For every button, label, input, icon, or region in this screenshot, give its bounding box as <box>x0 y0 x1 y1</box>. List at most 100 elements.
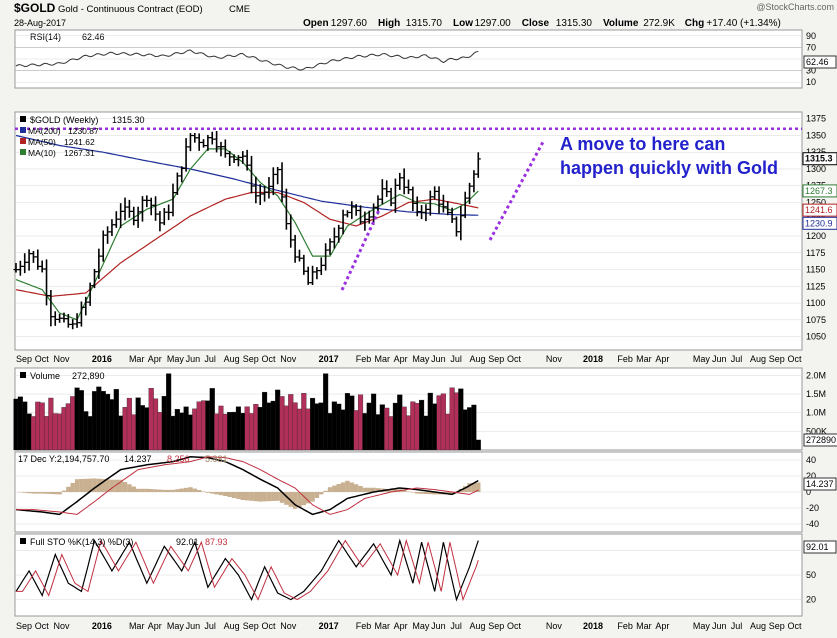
x-axis-label: Aug <box>224 621 240 631</box>
macd-tick-label: -20 <box>806 503 819 513</box>
price-tick-label: 1200 <box>806 231 826 241</box>
x-axis-label: Aug <box>224 354 240 364</box>
x-axis-bottom: Sep Oct Nov 2016 Mar Apr May Jun Jul Aug Sep Oct Nov… <box>16 621 802 631</box>
price-legend: $GOLD (Weekly) 1315.30 MA(200) 1230.87 M… <box>20 115 145 158</box>
volume-tick-label: 500K <box>806 426 827 436</box>
x-axis-label: Jun <box>186 354 201 364</box>
volume-bar <box>74 387 80 451</box>
x-axis-label: Mar <box>129 621 145 631</box>
volume-bar <box>209 388 215 451</box>
macd-hist-bar <box>223 492 228 496</box>
legend-price-label: $GOLD (Weekly) <box>30 115 98 125</box>
price-tick-label: 1050 <box>806 332 826 342</box>
macd-hist-bar <box>148 489 154 492</box>
chart-date: 28-Aug-2017 <box>14 18 66 28</box>
x-axis-label: Sep <box>16 354 32 364</box>
macd-hist-bar <box>362 487 368 492</box>
volume-bar <box>401 406 407 451</box>
x-axis-label: 2018 <box>583 621 603 631</box>
volume-bar <box>423 415 429 451</box>
macd-value-3: 5.981 <box>205 454 228 464</box>
volume-bar <box>57 413 63 451</box>
macd-value-2: 8.256 <box>167 454 190 464</box>
macd-hist-bar <box>227 492 232 497</box>
x-axis-label: Apr <box>655 354 669 364</box>
volume-bar <box>336 403 342 451</box>
x-axis-label: Mar <box>636 621 652 631</box>
volume-bar <box>475 439 481 451</box>
volume-tag-text: 272890 <box>806 435 836 445</box>
macd-hist-bar <box>462 486 468 492</box>
sto-tag-text: 92.01 <box>806 542 829 552</box>
x-axis-label: Oct <box>35 354 50 364</box>
price-tag <box>802 216 837 230</box>
volume-bar <box>13 398 19 451</box>
x-axis-label: Jun <box>712 621 727 631</box>
ohlc-summary: Open 1297.60 High 1315.70 Low 1297.00 Close 131… <box>303 18 781 29</box>
volume-bar <box>331 401 337 451</box>
ohlc-label-3: Close <box>522 18 550 29</box>
volume-bar <box>61 407 67 451</box>
macd-hist-bar <box>266 492 272 502</box>
trend-dotted-line-right <box>488 141 545 241</box>
volume-bar <box>453 392 460 451</box>
legend-ma50-label: MA(50) <box>28 137 56 147</box>
volume-bar <box>17 396 23 451</box>
macd-hist-bar <box>196 490 202 492</box>
volume-bar <box>414 403 420 451</box>
instrument-name: Gold - Continuous Contract (EOD) <box>58 4 203 15</box>
sto-value-d: 87.93 <box>205 537 228 547</box>
macd-tag <box>803 477 837 491</box>
macd-hist-bar <box>419 492 424 494</box>
legend-ma10-label: MA(10) <box>28 148 56 158</box>
volume-bar <box>122 407 128 451</box>
volume-value: 272,890 <box>72 371 105 381</box>
macd-hist-bar <box>57 492 62 495</box>
volume-panel: 2.0M 1.5M 1.0M 500K Volume 272,890 272890 <box>13 367 837 451</box>
volume-bar <box>296 408 303 451</box>
x-axis-label: Nov <box>280 354 297 364</box>
volume-bar <box>87 416 93 451</box>
volume-bar <box>432 403 438 451</box>
price-tag-text: 1267.3 <box>805 186 833 196</box>
volume-bar <box>323 373 329 451</box>
volume-bar <box>83 411 89 451</box>
rsi-label: RSI(14) <box>30 32 61 42</box>
macd-hist-bar <box>22 492 27 493</box>
x-axis-label: Jul <box>731 621 743 631</box>
price-bars <box>13 131 481 330</box>
volume-bar <box>427 392 433 451</box>
x-axis-label: Jul <box>731 354 743 364</box>
x-axis-label: Oct <box>35 621 50 631</box>
volume-tick-label: 1.5M <box>806 389 826 399</box>
x-axis-label: Apr <box>394 354 408 364</box>
volume-bar <box>131 414 137 451</box>
macd-hist-bar <box>26 492 32 494</box>
x-axis-label: Oct <box>507 354 522 364</box>
x-axis-label: Jun <box>431 621 446 631</box>
volume-bar <box>118 415 124 451</box>
rsi-value: 62.46 <box>82 32 105 42</box>
volume-bar <box>436 395 442 451</box>
macd-hist-bar <box>336 484 341 492</box>
sto-legend-swatch <box>20 538 26 544</box>
volume-bar <box>353 410 359 451</box>
x-axis-label: Nov <box>546 621 563 631</box>
macd-hist-bar <box>87 478 93 492</box>
price-tick-label: 1075 <box>806 315 826 325</box>
macd-hist-bar <box>323 490 328 492</box>
volume-bar <box>105 393 111 451</box>
volume-bar <box>113 389 119 451</box>
volume-bar <box>266 402 272 451</box>
volume-axis: 2.0M 1.5M 1.0M 500K <box>806 370 827 436</box>
volume-bar <box>318 402 324 451</box>
volume-bar <box>227 412 233 451</box>
macd-hist-bar <box>292 492 298 509</box>
x-axis-top: Sep Oct Nov 2016 Mar Apr May Jun Jul Aug Sep Oct Nov… <box>16 354 802 364</box>
x-axis-label: Sep <box>243 621 259 631</box>
x-axis-label: Oct <box>262 621 277 631</box>
sto-tick-label: 20 <box>806 595 816 605</box>
macd-hist-bar <box>140 488 145 492</box>
price-tick-label: 1375 <box>806 114 826 124</box>
ohlc-value-1: 1315.70 <box>406 18 443 29</box>
